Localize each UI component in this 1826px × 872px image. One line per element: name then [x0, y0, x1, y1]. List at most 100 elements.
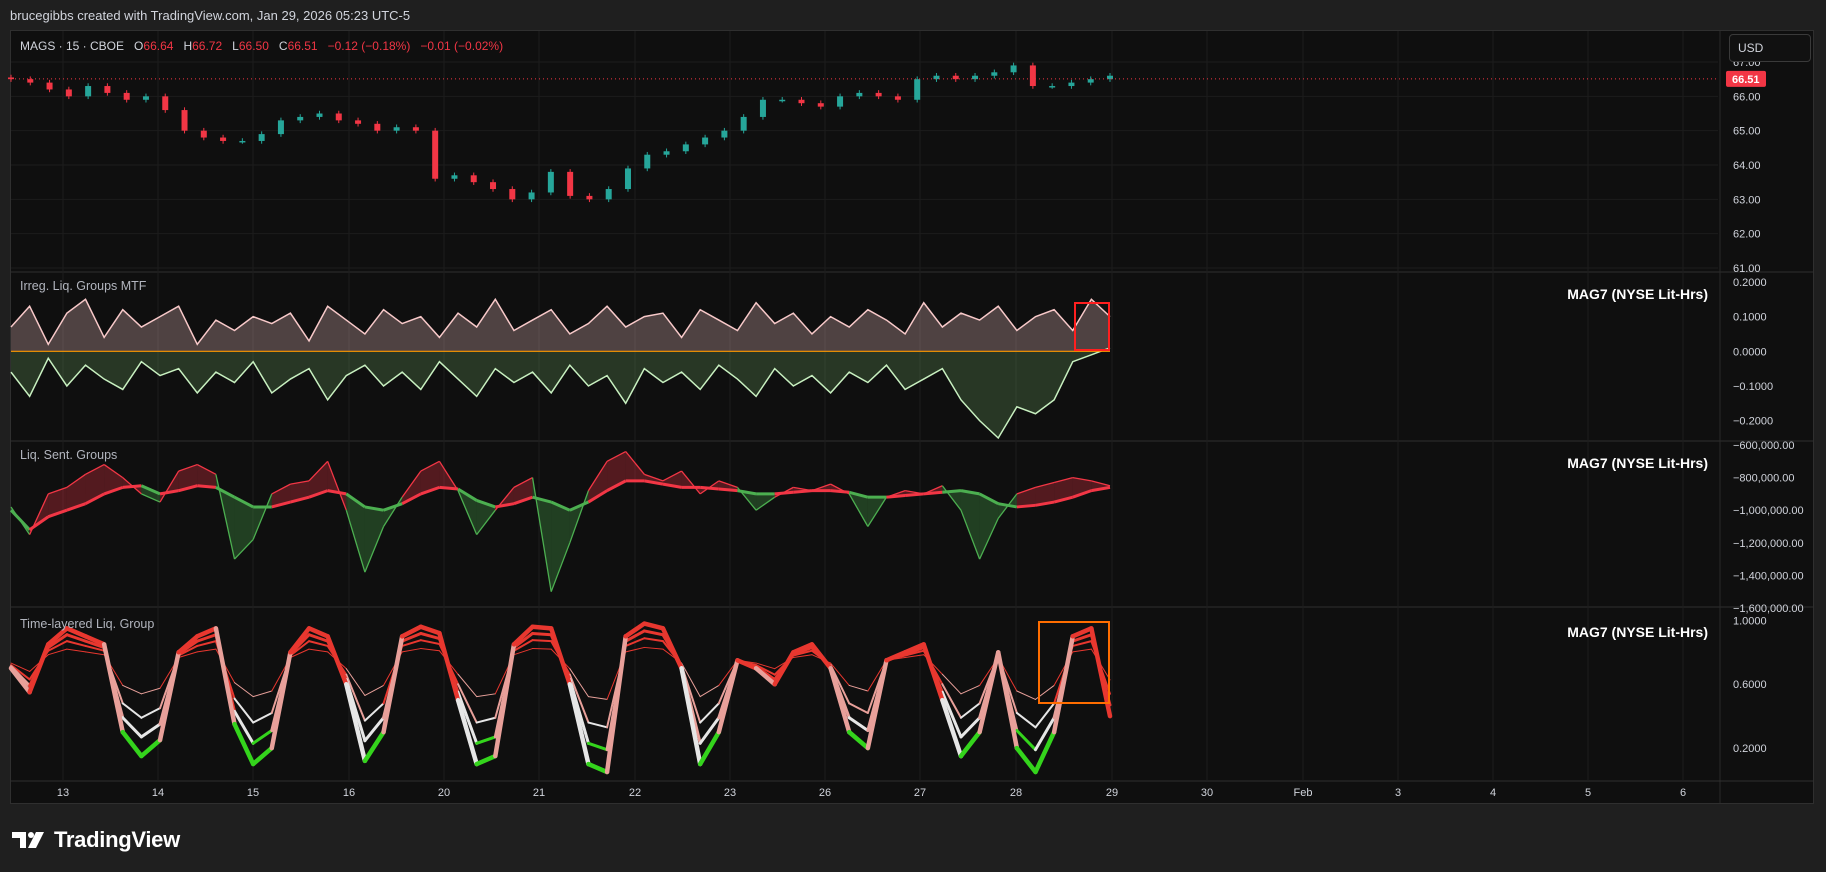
- sent-fill-segment: [178, 464, 198, 491]
- y-tick-label: −1,200,000.00: [1733, 538, 1804, 550]
- candle-body: [547, 171, 554, 193]
- sent-fast-line: [606, 450, 626, 462]
- x-tick-label: 3: [1395, 787, 1401, 799]
- sent-slow-line: [830, 489, 850, 494]
- time-layer-line: [474, 753, 498, 767]
- pane-badge-irreg: MAG7 (NYSE Lit-Hrs): [1567, 286, 1708, 302]
- x-tick-label: 5: [1585, 787, 1591, 799]
- time-layer-line: [250, 745, 275, 767]
- candle-body: [991, 72, 998, 76]
- time-layer-line: [511, 624, 535, 647]
- sent-slow-line: [644, 479, 664, 486]
- x-tick-label: 4: [1490, 787, 1496, 799]
- time-layer-line: [363, 702, 385, 722]
- sent-slow-line: [159, 489, 179, 496]
- candle-body: [123, 92, 130, 100]
- candle-body: [759, 99, 766, 117]
- currency-button[interactable]: USD: [1729, 34, 1811, 62]
- sent-fast-line: [979, 518, 999, 560]
- sent-fast-line: [364, 526, 385, 573]
- time-layer-line: [306, 626, 330, 639]
- x-tick-label: Feb: [1294, 787, 1313, 799]
- time-layer-line: [437, 630, 461, 703]
- time-layer-line: [642, 629, 665, 637]
- x-tick-label: 29: [1106, 787, 1118, 799]
- sent-fill-segment: [309, 461, 328, 498]
- highlight-box: [1074, 302, 1110, 351]
- time-layer-line: [27, 642, 51, 695]
- time-layer-line: [532, 648, 552, 650]
- footer-brand[interactable]: TradingView: [12, 826, 180, 854]
- sent-fast-line: [382, 496, 403, 527]
- time-layer-line: [791, 642, 815, 655]
- candle-body: [490, 182, 497, 190]
- y-tick-label: 0.6000: [1733, 679, 1767, 691]
- time-layer-line: [420, 648, 440, 652]
- time-layer-line: [400, 631, 423, 643]
- time-layer-line: [121, 716, 143, 739]
- time-layer-line: [8, 666, 32, 695]
- time-layer-line: [623, 621, 647, 639]
- time-layer-line: [455, 697, 479, 767]
- y-tick-label: −800,000.00: [1733, 473, 1794, 485]
- time-layer-line: [456, 690, 479, 745]
- sent-fast-line: [159, 470, 180, 503]
- time-layer-line: [84, 639, 106, 650]
- time-layer-line: [960, 684, 981, 695]
- sent-fast-line: [327, 461, 347, 511]
- x-tick-label: 21: [533, 787, 545, 799]
- time-layer-line: [904, 649, 925, 657]
- sent-fast-line: [681, 470, 701, 495]
- time-layer-line: [418, 624, 442, 636]
- time-layer-line: [902, 642, 926, 655]
- time-layer-line: [1071, 640, 1093, 647]
- candle-body: [644, 154, 651, 169]
- sent-slow-line: [308, 489, 329, 499]
- sent-fill-segment: [197, 464, 216, 488]
- candle-body: [335, 113, 342, 121]
- time-layer-line: [830, 662, 850, 686]
- sent-fast-line: [848, 493, 869, 527]
- sent-fast-line: [662, 470, 682, 482]
- sent-slow-line: [1072, 489, 1092, 499]
- sent-fast-line: [308, 460, 329, 482]
- sent-fast-line: [718, 480, 738, 488]
- time-layer-line: [792, 654, 813, 658]
- chart-frame[interactable]: [10, 30, 1814, 804]
- time-layer-line: [792, 649, 813, 657]
- time-layer-line: [308, 640, 329, 647]
- sent-fast-line: [960, 509, 981, 560]
- time-layer-line: [586, 761, 610, 775]
- time-layer-line: [940, 697, 964, 759]
- candle-body: [567, 171, 574, 196]
- y-tick-label: 62.00: [1733, 229, 1761, 241]
- liq-series-line: [10, 347, 1111, 440]
- sent-fast-line: [867, 496, 888, 527]
- x-tick-label: 15: [247, 787, 259, 799]
- low-value: 66.50: [238, 39, 269, 53]
- candle-body: [914, 79, 921, 100]
- time-layer-line: [643, 646, 664, 650]
- time-layer-line: [252, 690, 273, 698]
- candle-body: [432, 130, 439, 179]
- sent-slow-line: [848, 490, 869, 499]
- time-layer-line: [755, 662, 776, 670]
- symbol-label[interactable]: MAGS · 15 · CBOE: [20, 39, 125, 53]
- time-layer-line: [681, 662, 701, 698]
- time-layer-line: [698, 716, 721, 745]
- time-layer-line: [344, 681, 368, 764]
- candle-body: [856, 92, 863, 97]
- candle-body: [586, 195, 593, 200]
- sent-slow-line: [271, 500, 291, 509]
- candle-body: [624, 168, 631, 190]
- sent-slow-line: [662, 482, 682, 489]
- candle-body: [297, 116, 304, 121]
- sent-fill-segment: [141, 485, 161, 503]
- time-layer-line: [325, 634, 349, 687]
- ohlc-legend: MAGS · 15 · CBOE O66.64 H66.72 L66.50 C6…: [20, 39, 503, 53]
- sent-slow-line: [532, 495, 552, 504]
- time-layer-line: [139, 737, 163, 759]
- sent-slow-line: [904, 492, 924, 498]
- sent-fast-line: [513, 477, 533, 488]
